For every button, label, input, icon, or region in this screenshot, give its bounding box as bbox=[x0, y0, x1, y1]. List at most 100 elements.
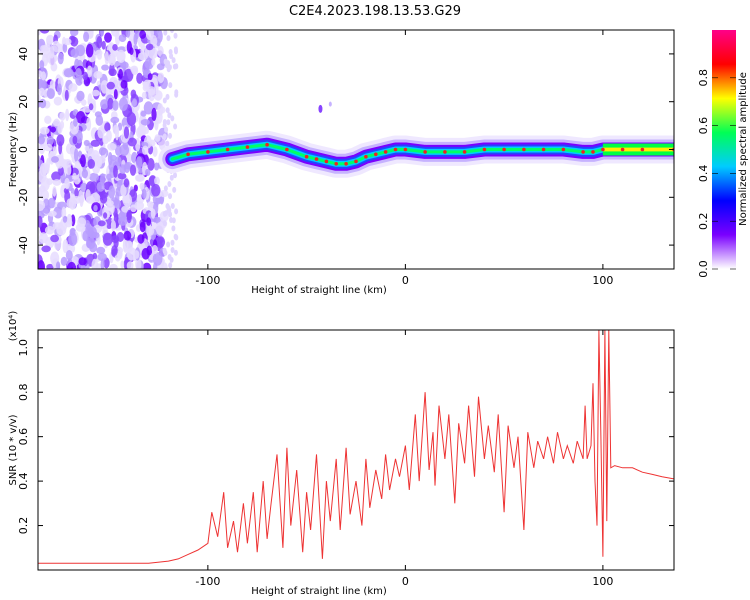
noise-blob bbox=[52, 40, 60, 53]
noise-blob bbox=[139, 182, 145, 190]
noise-blob bbox=[40, 30, 50, 34]
noise-blob bbox=[39, 162, 47, 177]
ridge-peak bbox=[522, 147, 526, 152]
noise-blob bbox=[100, 258, 105, 269]
noise-blob bbox=[66, 198, 74, 209]
noise-blob bbox=[70, 30, 79, 37]
noise-blob bbox=[56, 134, 65, 147]
noise-blob bbox=[166, 119, 171, 126]
noise-blob bbox=[118, 211, 126, 222]
x-axis-label: Height of straight line (km) bbox=[251, 586, 387, 597]
noise-blob bbox=[86, 117, 92, 131]
noise-blob bbox=[142, 145, 149, 155]
noise-blob bbox=[136, 175, 144, 182]
noise-blob bbox=[168, 262, 173, 269]
colorbar-tick-label: 0.4 bbox=[697, 165, 710, 183]
noise-blob bbox=[164, 126, 169, 133]
noise-blob bbox=[140, 110, 147, 117]
noise-blob bbox=[39, 126, 50, 135]
y-tick-label: 0.4 bbox=[17, 472, 30, 490]
noise-blob bbox=[60, 256, 68, 266]
noise-blob bbox=[151, 58, 156, 66]
ridge-peak bbox=[462, 150, 467, 154]
noise-blob bbox=[126, 261, 134, 269]
noise-blob bbox=[118, 34, 127, 42]
x-tick-label: 0 bbox=[402, 274, 409, 287]
ridge-peak bbox=[265, 142, 269, 147]
ridge-peak bbox=[186, 152, 190, 157]
noise-blob bbox=[68, 83, 78, 92]
noise-blob bbox=[118, 68, 123, 80]
noise-blob bbox=[122, 193, 133, 207]
noise-blob bbox=[93, 204, 98, 212]
noise-blob bbox=[79, 195, 84, 207]
noise-blob bbox=[109, 62, 115, 76]
noise-blob bbox=[170, 239, 175, 246]
noise-blob bbox=[108, 185, 116, 199]
noise-blob bbox=[117, 172, 127, 180]
noise-blob bbox=[57, 83, 62, 96]
noise-blob bbox=[143, 101, 154, 115]
y-axis-multiplier: (x10⁴) bbox=[8, 311, 19, 342]
noise-blob bbox=[133, 184, 138, 192]
noise-blob bbox=[129, 164, 137, 176]
y-tick-label: 0.2 bbox=[17, 517, 30, 535]
noise-blob bbox=[43, 143, 53, 152]
noise-blob bbox=[66, 244, 72, 252]
noise-blob bbox=[173, 233, 178, 240]
noise-blob bbox=[137, 234, 145, 244]
ridge-peak bbox=[304, 154, 309, 159]
noise-blob bbox=[172, 63, 177, 70]
y-tick-label: 20 bbox=[17, 95, 30, 109]
noise-blob bbox=[102, 232, 113, 246]
noise-blob bbox=[40, 71, 47, 81]
noise-blob bbox=[110, 116, 120, 124]
noise-blob bbox=[165, 140, 170, 147]
noise-blob bbox=[115, 31, 121, 46]
spectrogram-body bbox=[38, 30, 674, 269]
noise-blob bbox=[101, 40, 106, 50]
ridge-peak bbox=[354, 159, 358, 164]
noise-blob bbox=[173, 123, 178, 130]
noise-blob bbox=[96, 246, 106, 254]
noise-blob bbox=[38, 215, 43, 228]
noise-blob bbox=[162, 97, 167, 104]
noise-blob bbox=[126, 112, 137, 127]
noise-blob bbox=[169, 174, 174, 181]
noise-blob bbox=[173, 46, 178, 53]
noise-blob bbox=[120, 260, 125, 269]
noise-blob bbox=[76, 111, 86, 124]
noise-blob bbox=[63, 68, 74, 78]
noise-blob bbox=[72, 135, 78, 145]
noise-blob bbox=[104, 51, 110, 66]
noise-blob bbox=[46, 135, 54, 146]
noise-blob bbox=[39, 60, 45, 70]
noise-blob bbox=[163, 249, 168, 256]
noise-blob bbox=[148, 47, 158, 59]
noise-blob bbox=[120, 184, 127, 197]
noise-blob bbox=[170, 203, 175, 209]
noise-blob bbox=[52, 179, 61, 186]
noise-blob bbox=[51, 156, 59, 163]
noise-blob bbox=[89, 172, 99, 182]
noise-blob bbox=[106, 173, 112, 181]
noise-blob bbox=[98, 147, 107, 156]
noise-blob bbox=[44, 225, 55, 235]
noise-blob bbox=[95, 49, 103, 56]
noise-blob bbox=[38, 87, 45, 97]
snr-plot: 0.2 0.4 0.6 0.8 1.0 -100 0 100 Height of straigh… bbox=[8, 311, 675, 597]
y-tick-label: 1.0 bbox=[17, 339, 30, 357]
noise-blob bbox=[82, 71, 88, 81]
ridge-peak bbox=[502, 147, 506, 152]
noise-blob bbox=[66, 261, 77, 269]
noise-blob bbox=[141, 91, 147, 100]
noise-blob bbox=[113, 89, 118, 100]
colorbar: 0.0 0.2 0.4 0.6 0.8 Normalized spectral ampli… bbox=[697, 30, 749, 278]
plot-frame bbox=[37, 329, 675, 571]
ridge-peak bbox=[314, 157, 319, 161]
ridge-peak bbox=[640, 147, 645, 152]
colorbar-tick-label: 0.6 bbox=[697, 117, 710, 135]
noise-blob bbox=[90, 192, 101, 203]
noise-blob bbox=[112, 100, 119, 111]
x-axis-label: Height of straight line (km) bbox=[251, 285, 387, 296]
